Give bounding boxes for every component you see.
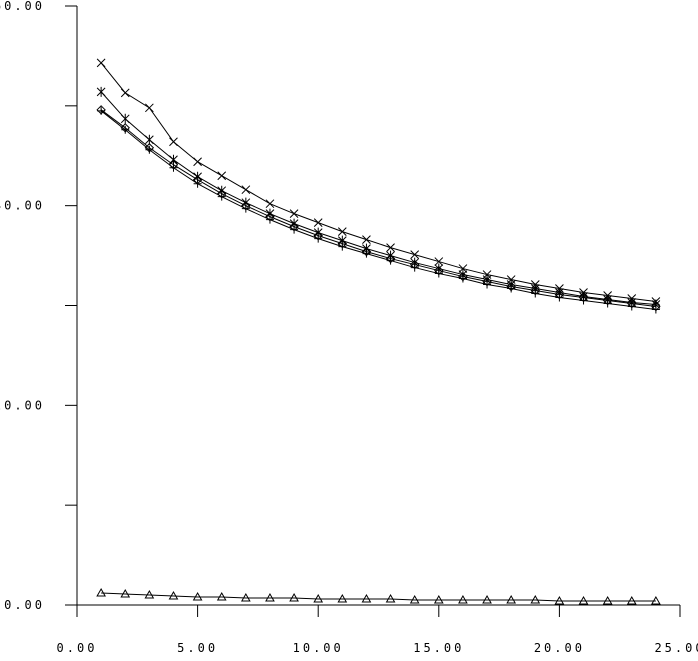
data-point-x-marker: [362, 235, 371, 244]
data-point-triangle-marker: [240, 593, 251, 602]
x-tick-label: 20.00: [534, 641, 585, 655]
series-star: [96, 86, 661, 310]
data-point-triangle-marker: [626, 595, 637, 605]
data-point-triangle-marker: [96, 588, 106, 597]
y-tick-label: 0.00: [4, 598, 45, 612]
data-point-triangle-marker: [409, 595, 420, 604]
data-point-triangle-marker: [265, 593, 275, 602]
data-point-plus-marker: [579, 296, 588, 305]
y-tick-label: 20.00: [0, 398, 45, 412]
data-point-plus-marker: [531, 289, 540, 298]
data-point-x-marker: [217, 171, 227, 181]
x-axis-ticks: 0.00 5.00 10.00 15.00 20.00 25.00: [57, 605, 698, 655]
series-diamond: [96, 105, 661, 312]
data-point-star-marker: [120, 113, 130, 124]
data-point-x-marker: [96, 58, 106, 68]
data-point-plus-marker: [290, 225, 299, 234]
data-point-triangle-marker: [385, 594, 396, 603]
data-point-triangle-marker: [530, 595, 541, 604]
data-point-x-marker: [434, 257, 444, 266]
series-plus: [97, 106, 660, 314]
series-line: [100, 91, 656, 305]
data-point-plus-marker: [265, 215, 274, 224]
data-point-plus-marker: [483, 280, 492, 289]
data-point-plus-marker: [169, 163, 178, 172]
axes: [76, 6, 680, 606]
data-point-plus-marker: [555, 293, 564, 302]
data-point-plus-marker: [410, 263, 419, 272]
data-point-triangle-marker: [192, 592, 203, 601]
data-point-triangle-marker: [337, 594, 348, 603]
series-x: [96, 58, 661, 306]
x-tick-label: 5.00: [177, 641, 218, 655]
series-line: [100, 62, 656, 303]
series-line: [101, 592, 656, 602]
data-point-x-marker: [410, 250, 420, 259]
x-tick-label: 25.00: [654, 641, 698, 655]
data-point-plus-marker: [386, 256, 395, 265]
data-point-triangle-marker: [433, 595, 444, 604]
data-point-triangle-marker: [361, 594, 372, 603]
data-point-plus-marker: [193, 179, 202, 188]
data-point-triangle-marker: [313, 594, 324, 603]
data-point-plus-marker: [434, 269, 443, 278]
data-point-triangle-marker: [554, 595, 565, 605]
data-point-plus-marker: [338, 242, 347, 251]
series-line: [100, 109, 656, 307]
y-tick-label: 40.00: [0, 199, 45, 213]
x-tick-label: 0.00: [57, 641, 98, 655]
data-point-triangle-marker: [168, 591, 179, 600]
data-point-plus-marker: [362, 249, 371, 258]
data-point-triangle-marker: [458, 595, 468, 604]
data-point-plus-marker: [97, 106, 106, 115]
data-point-plus-marker: [241, 204, 250, 213]
data-point-triangle-marker: [651, 595, 661, 605]
data-point-plus-marker: [507, 284, 516, 293]
data-point-triangle-marker: [144, 590, 155, 599]
data-point-plus-marker: [217, 192, 226, 201]
data-point-star-marker: [96, 86, 106, 97]
data-point-plus-marker: [627, 302, 636, 311]
data-point-triangle-marker: [482, 595, 492, 604]
data-point-plus-marker: [145, 145, 154, 154]
data-point-x-marker: [386, 243, 395, 252]
data-point-x-marker: [169, 137, 178, 147]
data-point-x-marker: [145, 103, 154, 113]
data-point-plus-marker: [651, 305, 660, 314]
data-point-triangle-marker: [289, 593, 299, 602]
data-point-triangle-marker: [216, 592, 227, 601]
data-point-triangle-marker: [120, 589, 131, 598]
plot-area: [96, 58, 661, 605]
data-point-plus-marker: [458, 274, 467, 283]
data-point-x-marker: [241, 185, 251, 195]
data-point-x-marker: [120, 88, 130, 98]
y-tick-label: 60.00: [0, 0, 45, 13]
data-point-plus-marker: [314, 234, 323, 243]
x-tick-label: 10.00: [293, 641, 344, 655]
data-point-x-marker: [265, 199, 275, 209]
data-point-triangle-marker: [578, 595, 589, 605]
data-point-x-marker: [289, 209, 299, 219]
series-triangle: [96, 588, 661, 605]
data-point-x-marker: [193, 157, 202, 167]
data-point-plus-marker: [603, 299, 612, 308]
x-tick-label: 15.00: [413, 641, 464, 655]
y-axis-ticks: 0.00 20.00 40.00 60.00: [0, 0, 77, 612]
data-point-triangle-marker: [506, 595, 517, 604]
data-point-plus-marker: [121, 125, 130, 134]
series-line: [100, 110, 656, 310]
data-point-x-marker: [313, 218, 323, 227]
data-point-x-marker: [337, 227, 347, 236]
data-point-triangle-marker: [602, 595, 613, 605]
